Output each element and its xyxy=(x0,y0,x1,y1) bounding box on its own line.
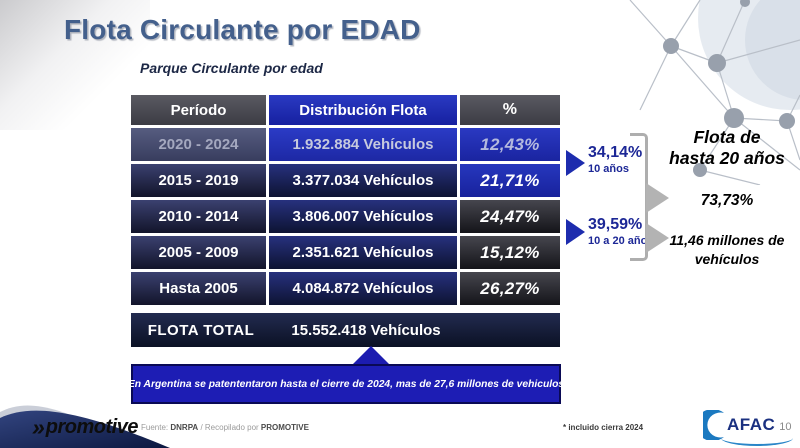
column-header-distribucion: Distribución Flota xyxy=(269,95,457,125)
note-banner: En Argentina se patententaron hasta el c… xyxy=(127,364,565,404)
note-text: En Argentina se patententaron hasta el c… xyxy=(127,378,565,390)
fleet-cell: 3.806.007 Vehículos xyxy=(269,200,457,233)
summary-volume-line1: 11,46 millones de xyxy=(669,232,785,248)
corner-gradient-decoration xyxy=(0,0,150,130)
source-dnrpa: DNRPA xyxy=(170,423,199,432)
period-cell: Hasta 2005 xyxy=(131,272,266,305)
callout-arrow-10-years-icon xyxy=(566,150,585,176)
period-cell: 2005 - 2009 xyxy=(131,236,266,269)
summary-arrow-icon xyxy=(646,183,669,213)
source-attribution: Fuente: DNRPA / Recopilado por PROMOTIVE xyxy=(141,423,309,432)
slide-subtitle: Parque Circulante por edad xyxy=(140,60,323,76)
period-cell: 2010 - 2014 xyxy=(131,200,266,233)
percent-cell: 21,71% xyxy=(460,164,560,197)
summary-title-line2: hasta 20 años xyxy=(669,148,785,168)
summary-arrow-icon xyxy=(646,223,669,253)
afac-logo: AFAC 10 xyxy=(703,410,793,446)
total-value: 15.552.418 Vehículos xyxy=(291,321,441,339)
callout-label: 10 a 20 años xyxy=(588,234,654,247)
total-label: FLOTA TOTAL xyxy=(147,321,255,339)
table-row: 2020 - 2024 1.932.884 Vehículos 12,43% xyxy=(131,128,560,161)
percent-cell: 15,12% xyxy=(460,236,560,269)
callout-arrow-10-20-years-icon xyxy=(566,219,585,245)
summary-percent: 73,73% xyxy=(700,192,754,209)
table-row: 2010 - 2014 3.806.007 Vehículos 24,47% xyxy=(131,200,560,233)
promotive-logo: » promotive xyxy=(32,414,138,441)
percent-cell: 24,47% xyxy=(460,200,560,233)
summary-panel: Flota de hasta 20 años 73,73% 11,46 mill… xyxy=(652,127,800,269)
network-graph-decoration xyxy=(629,0,800,185)
period-cell: 2020 - 2024 xyxy=(131,128,266,161)
callout-label: 10 años xyxy=(588,162,629,175)
table-row: 2005 - 2009 2.351.621 Vehículos 15,12% xyxy=(131,236,560,269)
source-mid: / Recopilado por xyxy=(198,423,261,432)
source-promotive: PROMOTIVE xyxy=(260,423,309,432)
promotive-logo-mark-icon: » xyxy=(32,414,45,440)
table-row: 2015 - 2019 3.377.034 Vehículos 21,71% xyxy=(131,164,560,197)
afac-underline-arc-icon xyxy=(721,430,793,446)
summary-volume-line2: vehículos xyxy=(694,251,760,267)
source-prefix: Fuente: xyxy=(141,423,171,432)
callout-10-20-years: 39,59% 10 a 20 años xyxy=(588,216,654,247)
note-pointer-triangle xyxy=(352,346,390,365)
footnote: * incluido cierra 2024 xyxy=(563,423,644,432)
callout-10-years: 34,14% 10 años xyxy=(588,144,643,175)
page-title: Flota Circulante por EDAD xyxy=(64,14,421,45)
callout-percent: 34,14% xyxy=(588,144,643,161)
table-total-row: FLOTA TOTAL 15.552.418 Vehículos xyxy=(131,313,560,347)
column-header-percent: % xyxy=(460,95,560,125)
percent-cell: 12,43% xyxy=(460,128,560,161)
table-row: Hasta 2005 4.084.872 Vehículos 26,27% xyxy=(131,272,560,305)
fleet-cell: 1.932.884 Vehículos xyxy=(269,128,457,161)
fleet-age-table: Período Distribución Flota % 2020 - 2024… xyxy=(131,95,560,347)
period-cell: 2015 - 2019 xyxy=(131,164,266,197)
fleet-cell: 3.377.034 Vehículos xyxy=(269,164,457,197)
callout-percent: 39,59% xyxy=(588,216,643,233)
page-number: 10 xyxy=(779,420,792,433)
column-header-periodo: Período xyxy=(131,95,266,125)
fleet-cell: 2.351.621 Vehículos xyxy=(269,236,457,269)
promotive-logo-text: promotive xyxy=(45,416,139,438)
summary-title-line1: Flota de xyxy=(693,127,761,147)
corner-swoosh-decoration xyxy=(0,405,170,448)
afac-crescent-icon xyxy=(703,410,724,440)
fleet-cell: 4.084.872 Vehículos xyxy=(269,272,457,305)
table-header-row: Período Distribución Flota % xyxy=(131,95,560,125)
percent-cell: 26,27% xyxy=(460,272,560,305)
